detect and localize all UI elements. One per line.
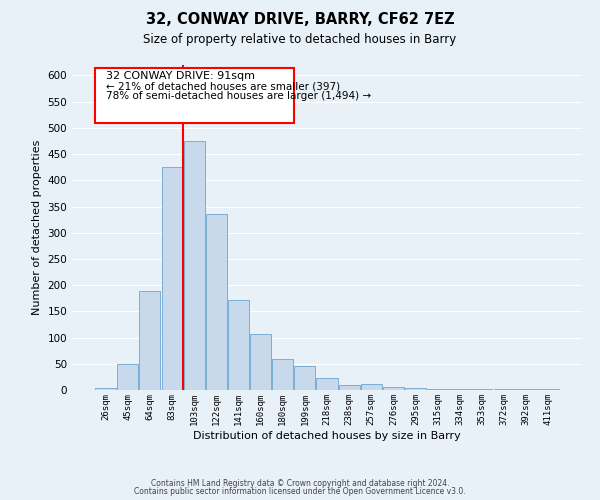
- Bar: [250, 334, 271, 390]
- Bar: [361, 384, 382, 390]
- Y-axis label: Number of detached properties: Number of detached properties: [32, 140, 42, 315]
- Bar: [206, 214, 227, 390]
- Bar: [139, 292, 160, 390]
- Text: 32, CONWAY DRIVE, BARRY, CF62 7EZ: 32, CONWAY DRIVE, BARRY, CF62 7EZ: [146, 12, 454, 28]
- Text: 32 CONWAY DRIVE: 91sqm: 32 CONWAY DRIVE: 91sqm: [106, 72, 254, 82]
- Text: Size of property relative to detached houses in Barry: Size of property relative to detached ho…: [143, 32, 457, 46]
- Text: 78% of semi-detached houses are larger (1,494) →: 78% of semi-detached houses are larger (…: [106, 91, 371, 101]
- X-axis label: Distribution of detached houses by size in Barry: Distribution of detached houses by size …: [193, 430, 461, 440]
- Bar: [228, 300, 249, 390]
- Text: ← 21% of detached houses are smaller (397): ← 21% of detached houses are smaller (39…: [106, 82, 340, 92]
- Bar: [338, 385, 359, 390]
- Bar: [427, 389, 448, 390]
- Bar: [95, 388, 116, 390]
- Bar: [295, 366, 316, 390]
- Bar: [383, 387, 404, 390]
- Bar: [118, 364, 139, 390]
- Text: Contains public sector information licensed under the Open Government Licence v3: Contains public sector information licen…: [134, 487, 466, 496]
- Bar: [472, 389, 493, 390]
- Bar: [272, 358, 293, 390]
- Bar: [405, 388, 426, 390]
- Text: Contains HM Land Registry data © Crown copyright and database right 2024.: Contains HM Land Registry data © Crown c…: [151, 478, 449, 488]
- Bar: [316, 378, 338, 390]
- FancyBboxPatch shape: [95, 68, 294, 122]
- Bar: [184, 141, 205, 390]
- Bar: [161, 167, 182, 390]
